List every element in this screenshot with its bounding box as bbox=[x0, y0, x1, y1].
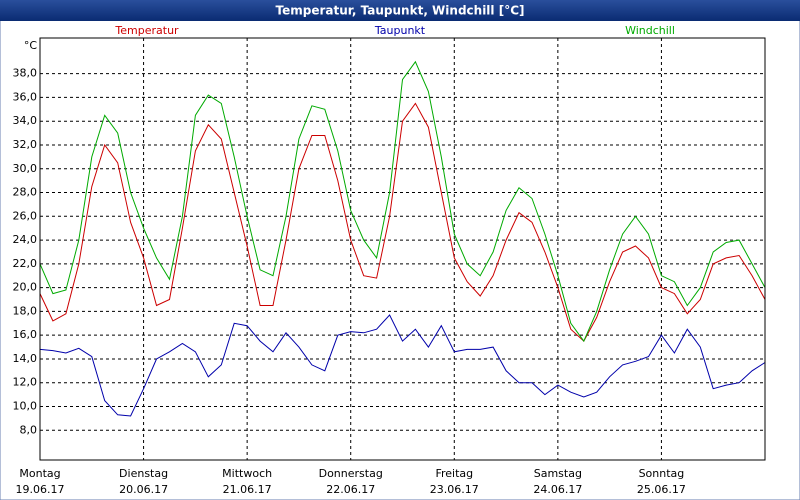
plot-area bbox=[39, 37, 766, 461]
title-bar bbox=[0, 0, 800, 21]
x-tick-date: 20.06.17 bbox=[119, 483, 168, 496]
y-tick-label: 24,0 bbox=[13, 233, 38, 246]
legend-entry: Taupunkt bbox=[374, 24, 426, 37]
y-tick-label: 8,0 bbox=[20, 423, 38, 436]
y-tick-label: 34,0 bbox=[13, 114, 38, 127]
series-line bbox=[39, 60, 766, 343]
series-line bbox=[39, 314, 766, 417]
y-tick-label: 10,0 bbox=[13, 400, 38, 413]
y-tick-label: 12,0 bbox=[13, 376, 38, 389]
y-tick-label: 14,0 bbox=[13, 352, 38, 365]
x-tick-date: 25.06.17 bbox=[637, 483, 686, 496]
chart-title: Temperatur, Taupunkt, Windchill [°C] bbox=[276, 4, 525, 18]
y-unit: °C bbox=[24, 39, 38, 52]
x-tick-date: 23.06.17 bbox=[430, 483, 479, 496]
y-tick-label: 20,0 bbox=[13, 281, 38, 294]
y-tick-label: 36,0 bbox=[13, 90, 38, 103]
plot-area bbox=[39, 37, 766, 461]
y-tick-label: 18,0 bbox=[13, 304, 38, 317]
y-tick-label: 30,0 bbox=[13, 162, 38, 175]
y-tick-label: 26,0 bbox=[13, 209, 38, 222]
x-tick-label: Freitag bbox=[435, 467, 473, 480]
x-tick-date: 24.06.17 bbox=[533, 483, 582, 496]
x-tick-label: Montag bbox=[19, 467, 60, 480]
x-tick-date: 22.06.17 bbox=[326, 483, 375, 496]
y-tick-label: 22,0 bbox=[13, 257, 38, 270]
x-tick-label: Donnerstag bbox=[319, 467, 383, 480]
y-tick-label: 38,0 bbox=[13, 67, 38, 80]
x-tick-label: Samstag bbox=[534, 467, 582, 480]
x-tick-label: Mittwoch bbox=[222, 467, 272, 480]
series-line bbox=[39, 102, 766, 342]
x-tick-date: 21.06.17 bbox=[223, 483, 272, 496]
legend-entry: Windchill bbox=[625, 24, 675, 37]
x-tick-label: Dienstag bbox=[119, 467, 168, 480]
y-tick-label: 32,0 bbox=[13, 138, 38, 151]
legend-entry: Temperatur bbox=[114, 24, 179, 37]
x-tick-label: Sonntag bbox=[639, 467, 685, 480]
y-tick-label: 28,0 bbox=[13, 186, 38, 199]
x-tick-date: 19.06.17 bbox=[16, 483, 65, 496]
y-tick-label: 16,0 bbox=[13, 328, 38, 341]
